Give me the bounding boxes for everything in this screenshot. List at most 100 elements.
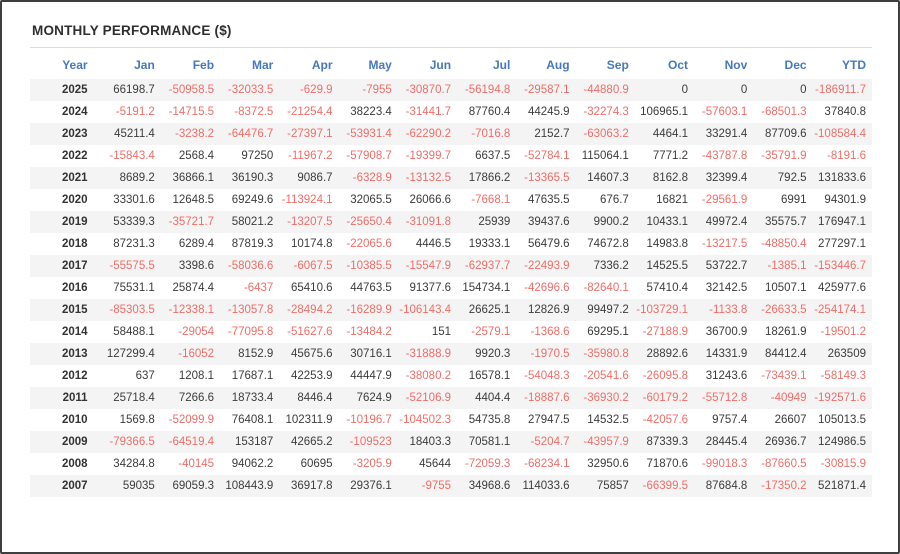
value-cell: 66198.7 [113,84,155,96]
value-cell: -10385.5 [346,260,392,272]
value-cell: 34968.6 [468,480,511,492]
column-header-ytd: YTD [842,58,866,72]
value-cell: 75857 [596,480,629,492]
year-cell: 2016 [61,282,88,294]
value-cell: -31091.8 [405,216,452,228]
table-row: 2022 -15843.4 2568.4 97250 -11967.2 -57908.7 -… [30,145,872,167]
value-cell: -3238.2 [175,128,215,140]
value-cell: 8162.8 [652,172,689,184]
value-cell: -103729.1 [636,304,689,316]
value-cell: 99497.2 [587,304,629,316]
value-cell: -8191.6 [826,150,866,162]
value-cell: -58036.6 [227,260,274,272]
value-cell: 87760.4 [468,106,511,118]
value-cell: 57410.4 [646,282,689,294]
value-cell: 114033.6 [522,480,570,492]
value-cell: 9920.3 [475,348,511,360]
value-cell: 26066.6 [409,194,452,206]
value-cell: -6437 [243,282,274,294]
value-cell: 7336.2 [593,260,629,272]
value-cell: 44763.5 [350,282,392,294]
table-row: 2012 637 1208.1 17687.1 42253.9 44447.9 -38080… [30,365,872,387]
value-cell: -22065.6 [346,238,392,250]
table-row: 2014 58488.1 -29054 -77095.8 -51627.6 -13484.… [30,321,872,343]
value-cell: -6328.9 [352,172,392,184]
value-cell: 106965.1 [640,106,689,118]
value-cell: -64519.4 [168,436,215,448]
value-cell: -113924.1 [281,194,333,206]
value-cell: -254174.1 [814,304,866,316]
value-cell: -3205.9 [352,458,392,470]
value-cell: 76408.1 [231,414,274,426]
value-cell: 25718.4 [113,392,155,404]
value-cell: 42253.9 [290,370,333,382]
column-header-feb: Feb [192,58,215,72]
table-row: 2020 33301.6 12648.5 69249.6 -113924.1 32065.… [30,189,872,211]
value-cell: -63063.2 [583,128,629,140]
value-cell: -31888.9 [405,348,452,360]
value-cell: -7955 [362,84,392,96]
value-cell: 4446.5 [415,238,452,250]
table-header: Year Jan Feb Mar Apr May Jun Jul Aug Sep Oct Nov Dec… [30,50,872,79]
value-cell: -40949 [770,392,807,404]
value-cell: -42696.6 [524,282,570,294]
value-cell: 32065.5 [350,194,392,206]
value-cell: -14715.5 [168,106,215,118]
value-cell: 16821 [656,194,689,206]
value-cell: -22493.9 [524,260,570,272]
value-cell: -56194.8 [464,84,511,96]
value-cell: -1133.8 [709,304,748,316]
value-cell: 14525.5 [646,260,689,272]
value-cell: 6637.5 [475,150,511,162]
value-cell: 108443.9 [225,480,274,492]
year-cell: 2021 [61,172,88,184]
value-cell: -15547.9 [405,260,452,272]
value-cell: -79366.5 [109,436,155,448]
value-cell: -8372.5 [234,106,274,118]
column-header-oct: Oct [668,58,689,72]
value-cell: 36700.9 [705,326,748,338]
value-cell: 42665.2 [290,436,333,448]
column-header-jan: Jan [134,58,155,72]
value-cell: -66399.5 [642,480,689,492]
year-cell: 2015 [61,304,88,316]
value-cell: -2579.1 [471,326,511,338]
column-header-year: Year [62,58,88,72]
value-cell: 94301.9 [824,194,866,206]
value-cell: -54048.3 [524,370,570,382]
value-cell: 94062.2 [231,458,274,470]
value-cell: 69249.6 [231,194,274,206]
year-cell: 2024 [61,106,88,118]
column-header-mar: Mar [251,58,274,72]
value-cell: -106143.4 [399,304,452,316]
value-cell: 14532.5 [587,414,629,426]
table-row: 2015 -85303.5 -12338.1 -13057.8 -28494.2 -162… [30,299,872,321]
value-cell: 3398.6 [178,260,215,272]
column-header-aug: Aug [546,58,570,72]
value-cell: -13057.8 [227,304,274,316]
value-cell: -21254.4 [287,106,333,118]
value-cell: 2152.7 [534,128,570,140]
value-cell: -35980.8 [583,348,629,360]
value-cell: -9755 [421,480,452,492]
value-cell: 8152.9 [238,348,274,360]
value-cell: 58488.1 [113,326,155,338]
value-cell: 18403.3 [409,436,452,448]
value-cell: 56479.6 [527,238,570,250]
value-cell: -51627.6 [287,326,333,338]
value-cell: -40145 [178,458,215,470]
year-cell: 2019 [61,216,88,228]
value-cell: -55575.5 [109,260,155,272]
value-cell: 153187 [234,436,274,448]
value-cell: 58021.2 [231,216,274,228]
value-cell: 18733.4 [231,392,274,404]
table-row: 2025 66198.7 -50958.5 -32033.5 -629.9 -7955 -3… [30,79,872,101]
value-cell: -32274.3 [583,106,629,118]
year-cell: 2023 [61,128,88,140]
value-cell: -11967.2 [288,150,333,162]
value-cell: -43957.9 [583,436,629,448]
value-cell: 7771.2 [652,150,689,162]
value-cell: 33291.4 [705,128,748,140]
value-cell: -99018.3 [701,458,748,470]
value-cell: 26625.1 [468,304,511,316]
